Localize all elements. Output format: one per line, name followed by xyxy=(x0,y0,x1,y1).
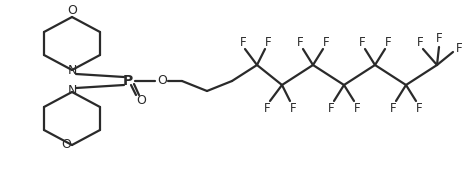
Text: O: O xyxy=(157,74,167,87)
Text: F: F xyxy=(385,35,391,49)
Text: F: F xyxy=(359,35,365,49)
Text: F: F xyxy=(290,102,297,114)
Text: F: F xyxy=(323,35,329,49)
Text: F: F xyxy=(456,43,462,56)
Text: O: O xyxy=(61,138,71,152)
Text: P: P xyxy=(123,74,133,88)
Text: O: O xyxy=(67,4,77,18)
Text: F: F xyxy=(297,35,303,49)
Text: F: F xyxy=(390,102,397,114)
Text: F: F xyxy=(264,102,270,114)
Text: F: F xyxy=(416,102,422,114)
Text: N: N xyxy=(67,84,77,98)
Text: F: F xyxy=(327,102,334,114)
Text: F: F xyxy=(416,35,423,49)
Text: F: F xyxy=(240,35,246,49)
Text: F: F xyxy=(436,33,442,45)
Text: F: F xyxy=(265,35,271,49)
Text: O: O xyxy=(136,93,146,106)
Text: N: N xyxy=(67,65,77,77)
Text: F: F xyxy=(354,102,360,114)
